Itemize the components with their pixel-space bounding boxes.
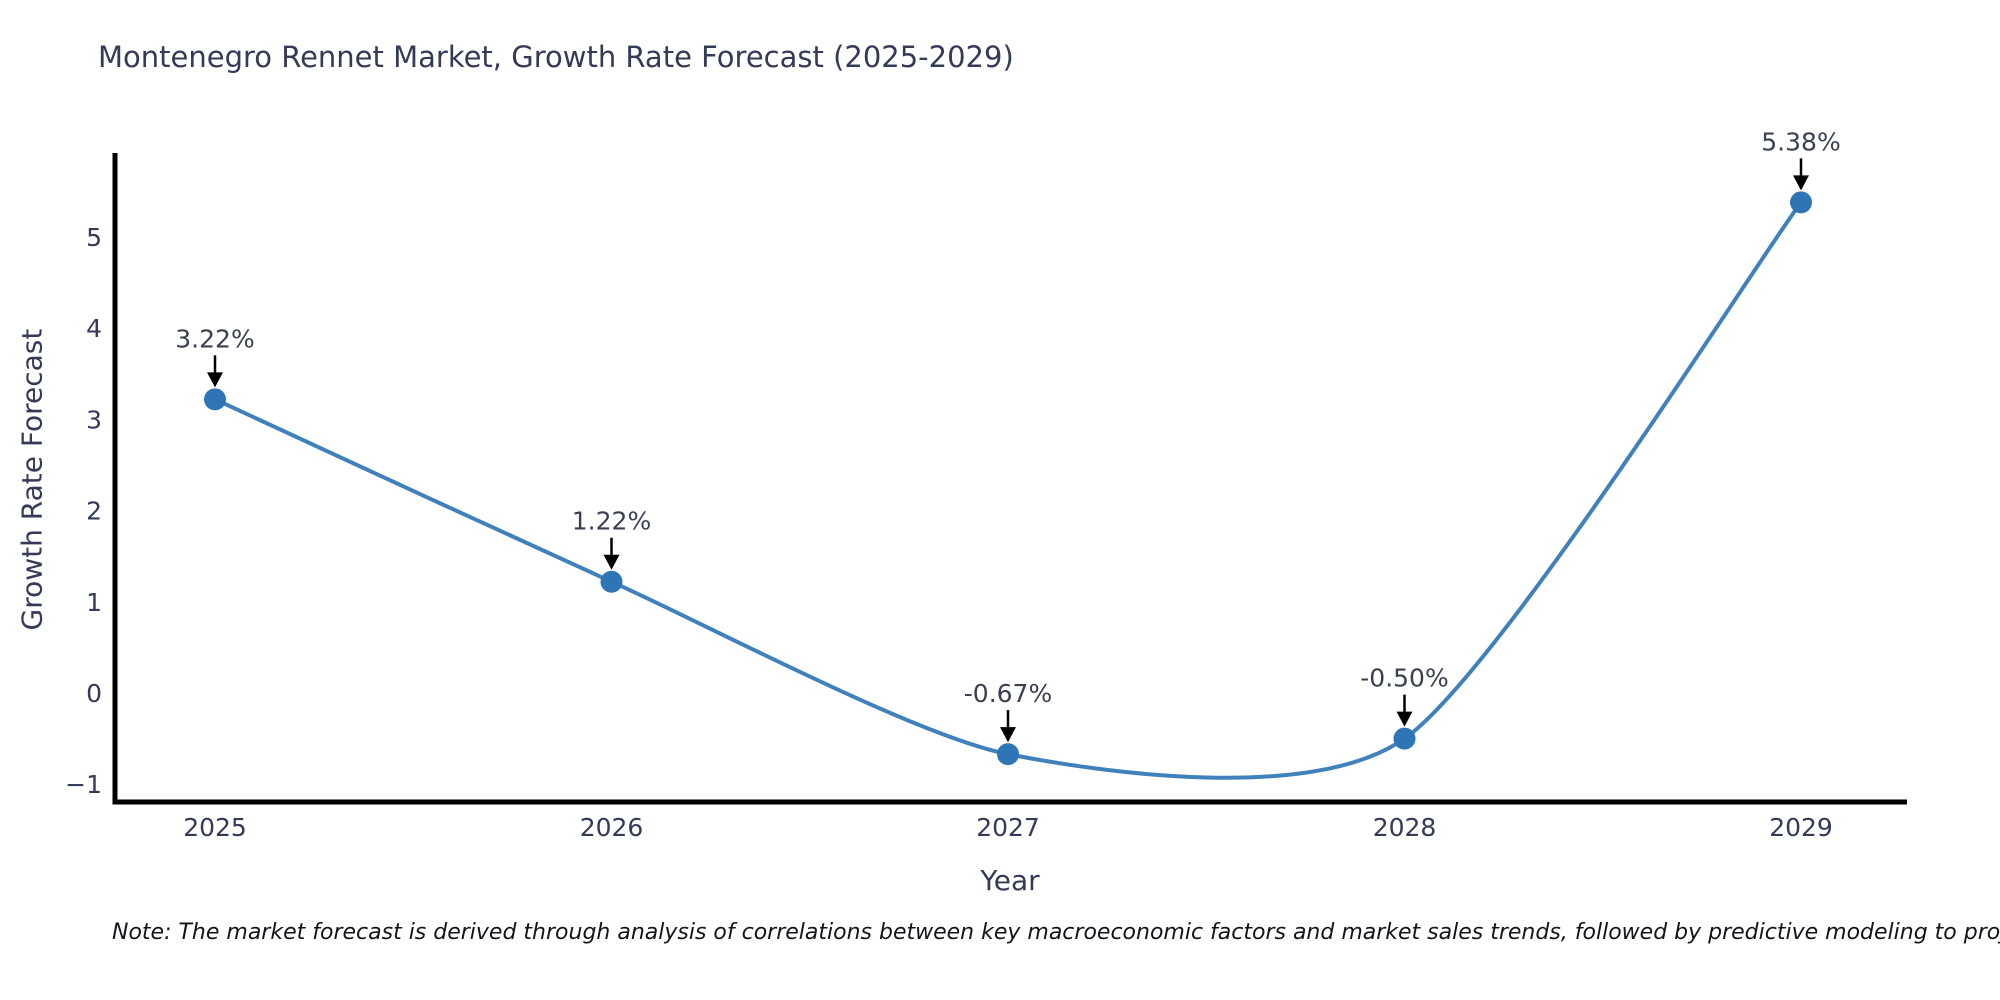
annotation-arrowhead: [603, 554, 620, 570]
x-axis-title: Year: [980, 864, 1040, 897]
annotation-label: -0.50%: [1360, 664, 1448, 693]
x-tick-label: 2028: [1373, 813, 1437, 842]
data-point-marker: [204, 388, 226, 411]
y-tick-label: 3: [86, 405, 102, 434]
data-point-marker: [1393, 727, 1416, 750]
series-line: [213, 200, 1803, 780]
annotation-arrowhead: [207, 372, 223, 388]
data-point-marker: [997, 743, 1019, 766]
x-axis-spine: [112, 799, 1907, 805]
y-axis-spine: [112, 153, 118, 805]
footnote: Note: The market forecast is derived thr…: [112, 920, 2000, 945]
annotation-arrowhead: [1000, 727, 1016, 743]
annotation-arrowhead: [1396, 711, 1413, 727]
data-point-marker: [1790, 191, 1812, 214]
annotation-label: 5.38%: [1761, 127, 1840, 156]
x-tick-label: 2027: [976, 813, 1040, 842]
y-tick-label: −1: [65, 770, 102, 799]
annotation-label: -0.67%: [964, 679, 1052, 708]
annotation-label: 3.22%: [175, 324, 254, 353]
y-tick-label: 1: [86, 588, 102, 617]
x-tick-label: 2026: [580, 813, 644, 842]
annotation-arrowhead: [1793, 175, 1809, 191]
x-tick-label: 2025: [183, 813, 247, 842]
chart-title: Montenegro Rennet Market, Growth Rate Fo…: [98, 40, 1014, 74]
x-tick-label: 2029: [1769, 813, 1833, 842]
y-tick-label: 4: [86, 314, 102, 343]
y-tick-label: 5: [86, 223, 102, 252]
y-tick-label: 2: [86, 497, 102, 526]
annotation-label: 1.22%: [572, 507, 651, 536]
y-tick-label: 0: [86, 679, 102, 708]
data-point-marker: [600, 570, 623, 593]
